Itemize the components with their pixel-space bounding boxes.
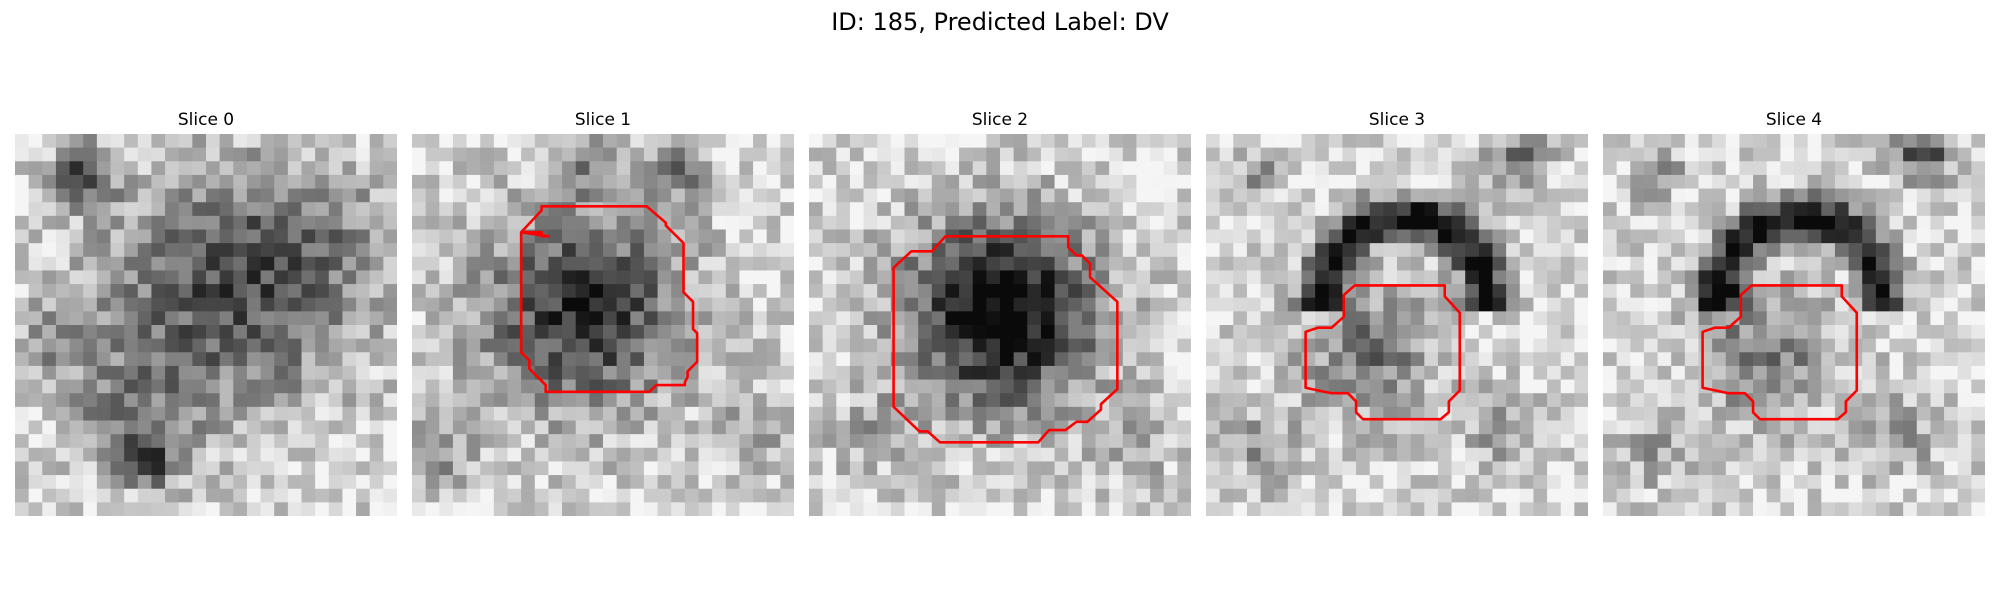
segmentation-contour-4 <box>1701 284 1859 421</box>
slice-image-3 <box>1206 134 1588 516</box>
slice-title-4: Slice 4 <box>1765 110 1823 130</box>
slice-panel-3: Slice 3 <box>1206 0 1588 520</box>
slice-panel-4: Slice 4 <box>1603 0 1985 520</box>
slice-title-3: Slice 3 <box>1368 110 1426 130</box>
figure-title: ID: 185, Predicted Label: DV <box>831 8 1169 36</box>
slice-pixels-4 <box>1603 134 1985 516</box>
slice-pixels-2 <box>809 134 1191 516</box>
slice-title-0: Slice 0 <box>177 110 235 130</box>
slice-image-2 <box>809 134 1191 516</box>
slice-image-1 <box>412 134 794 516</box>
segmentation-contour-3 <box>1304 284 1462 421</box>
segmentation-contour-1 <box>519 205 699 394</box>
slice-panel-1: Slice 1 <box>412 0 794 520</box>
slice-title-1: Slice 1 <box>574 110 632 130</box>
slice-pixels-0 <box>15 134 397 516</box>
slice-panel-0: Slice 0 <box>15 0 397 520</box>
slice-image-4 <box>1603 134 1985 516</box>
slice-image-0 <box>15 134 397 516</box>
slice-pixels-3 <box>1206 134 1588 516</box>
slice-title-2: Slice 2 <box>971 110 1029 130</box>
segmentation-contour-2 <box>892 235 1119 444</box>
slice-panel-2: Slice 2 <box>809 0 1191 520</box>
slice-pixels-1 <box>412 134 794 516</box>
